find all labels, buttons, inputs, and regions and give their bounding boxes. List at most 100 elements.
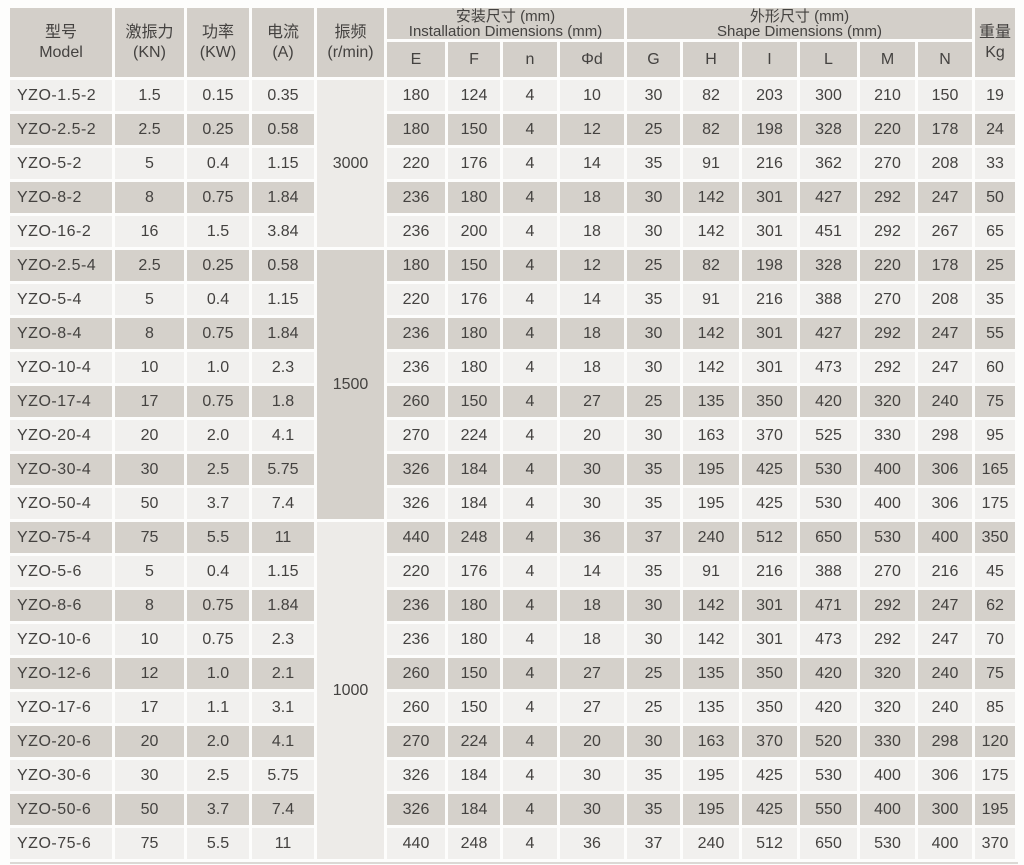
cell-dim-l: 420 [800, 658, 857, 689]
cell-dim-phid: 18 [560, 352, 624, 383]
header-shape-group: 外形尺寸 (mm) Shape Dimensions (mm) [627, 8, 972, 39]
cell-dim-i: 301 [742, 352, 797, 383]
header-excitation-force-zh: 激振力 [125, 23, 174, 41]
cell-dim-phid: 14 [560, 284, 624, 315]
cell-dim-l: 427 [800, 318, 857, 349]
table-row: YZO-5-4 5 0.4 1.15 220 176 4 14 35 91 216 388 270 208… [10, 284, 1015, 315]
cell-dim-e: 180 [387, 80, 445, 111]
cell-dim-i: 301 [742, 624, 797, 655]
cell-dim-l: 300 [800, 80, 857, 111]
cell-power-kw: 0.25 [187, 250, 249, 281]
cell-dim-m: 270 [860, 284, 915, 315]
cell-dim-n-shape: 306 [918, 488, 972, 519]
cell-dim-m: 400 [860, 454, 915, 485]
cell-model: YZO-5-6 [10, 556, 112, 587]
cell-current-a: 1.15 [252, 148, 314, 179]
header-excitation-force-unit: (KN) [133, 43, 166, 61]
cell-dim-phid: 30 [560, 794, 624, 825]
cell-dim-n: 4 [503, 556, 557, 587]
cell-dim-n: 4 [503, 148, 557, 179]
cell-power-kw: 1.5 [187, 216, 249, 247]
cell-dim-m: 330 [860, 420, 915, 451]
cell-dim-h: 240 [683, 522, 739, 553]
cell-dim-h: 135 [683, 692, 739, 723]
cell-dim-l: 427 [800, 182, 857, 213]
table-row: YZO-30-4 30 2.5 5.75 326 184 4 30 35 195 425 530 400… [10, 454, 1015, 485]
cell-dim-m: 292 [860, 590, 915, 621]
cell-dim-g: 35 [627, 760, 680, 791]
cell-dim-i: 216 [742, 284, 797, 315]
cell-dim-l: 420 [800, 692, 857, 723]
cell-dim-i: 198 [742, 114, 797, 145]
cell-dim-i: 301 [742, 216, 797, 247]
cell-dim-i: 301 [742, 182, 797, 213]
cell-dim-g: 37 [627, 522, 680, 553]
cell-weight-kg: 50 [975, 182, 1015, 213]
cell-dim-n: 4 [503, 114, 557, 145]
cell-dim-e: 326 [387, 760, 445, 791]
table-row: YZO-10-6 10 0.75 2.3 236 180 4 18 30 142 301 473 292… [10, 624, 1015, 655]
cell-dim-phid: 30 [560, 488, 624, 519]
cell-dim-i: 370 [742, 420, 797, 451]
cell-dim-h: 142 [683, 590, 739, 621]
cell-dim-m: 530 [860, 828, 915, 859]
cell-dim-e: 326 [387, 794, 445, 825]
header-frequency: 振频 (r/min) [317, 8, 384, 77]
cell-dim-g: 30 [627, 420, 680, 451]
cell-dim-l: 530 [800, 454, 857, 485]
cell-dim-e: 260 [387, 386, 445, 417]
cell-excitation-kn: 5 [115, 556, 184, 587]
cell-dim-n: 4 [503, 386, 557, 417]
cell-dim-n: 4 [503, 182, 557, 213]
header-frequency-zh: 振频 [334, 23, 367, 41]
cell-current-a: 4.1 [252, 726, 314, 757]
cell-dim-n: 4 [503, 692, 557, 723]
cell-dim-n: 4 [503, 658, 557, 689]
header-installation-group-zh: 安装尺寸 (mm) [455, 8, 556, 25]
cell-dim-e: 180 [387, 114, 445, 145]
cell-dim-f: 184 [448, 794, 500, 825]
cell-dim-f: 248 [448, 522, 500, 553]
cell-dim-phid: 14 [560, 148, 624, 179]
cell-dim-e: 220 [387, 148, 445, 179]
cell-dim-n: 4 [503, 420, 557, 451]
table-row: YZO-5-2 5 0.4 1.15 220 176 4 14 35 91 216 362 270 208… [10, 148, 1015, 179]
cell-weight-kg: 370 [975, 828, 1015, 859]
cell-dim-m: 530 [860, 522, 915, 553]
cell-dim-n-shape: 208 [918, 284, 972, 315]
cell-dim-n-shape: 306 [918, 760, 972, 791]
cell-dim-l: 328 [800, 250, 857, 281]
cell-model: YZO-5-4 [10, 284, 112, 315]
cell-dim-i: 301 [742, 318, 797, 349]
cell-weight-kg: 25 [975, 250, 1015, 281]
cell-model: YZO-5-2 [10, 148, 112, 179]
cell-dim-phid: 14 [560, 556, 624, 587]
cell-dim-i: 350 [742, 386, 797, 417]
cell-power-kw: 1.0 [187, 352, 249, 383]
cell-current-a: 1.84 [252, 590, 314, 621]
cell-weight-kg: 55 [975, 318, 1015, 349]
cell-dim-n-shape: 300 [918, 794, 972, 825]
cell-dim-h: 142 [683, 318, 739, 349]
cell-current-a: 3.1 [252, 692, 314, 723]
cell-power-kw: 2.5 [187, 760, 249, 791]
cell-power-kw: 0.25 [187, 114, 249, 145]
table-row: YZO-20-4 20 2.0 4.1 270 224 4 20 30 163 370 525 330 2… [10, 420, 1015, 451]
subheader-l: L [800, 42, 857, 77]
cell-dim-g: 25 [627, 658, 680, 689]
header-power: 功率 (KW) [187, 8, 249, 77]
cell-dim-n: 4 [503, 760, 557, 791]
cell-dim-m: 210 [860, 80, 915, 111]
cell-dim-g: 30 [627, 216, 680, 247]
cell-current-a: 1.8 [252, 386, 314, 417]
cell-dim-e: 236 [387, 318, 445, 349]
cell-dim-f: 184 [448, 488, 500, 519]
header-current-zh: 电流 [266, 23, 299, 41]
cell-dim-m: 270 [860, 556, 915, 587]
header-weight-zh: 重量 [978, 23, 1011, 41]
subheader-e: E [387, 42, 445, 77]
cell-current-a: 0.58 [252, 114, 314, 145]
cell-dim-n-shape: 178 [918, 250, 972, 281]
cell-dim-n-shape: 247 [918, 590, 972, 621]
